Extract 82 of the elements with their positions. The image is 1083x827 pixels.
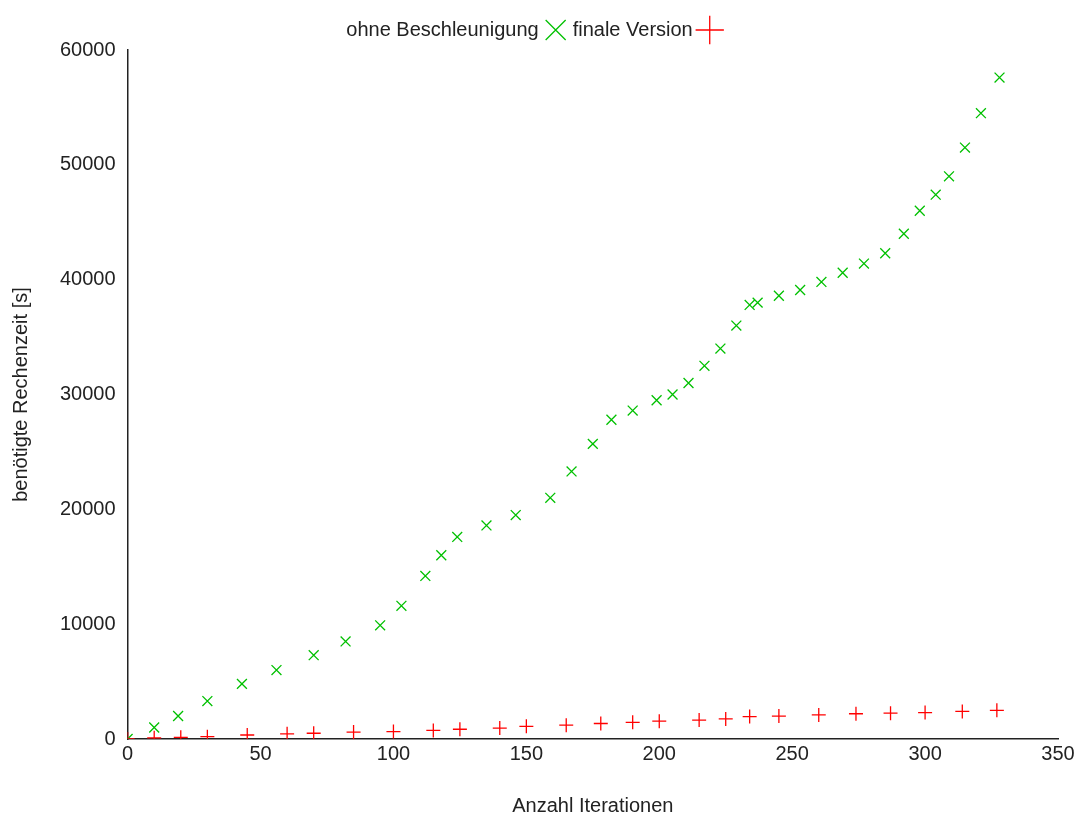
point [682,377,695,389]
point [741,708,758,725]
y-tick-label: 0 [104,726,116,749]
point [452,721,468,737]
point [270,664,283,676]
point [975,107,987,119]
point [837,267,849,279]
legend-label: finale Version [572,17,693,40]
x-tick-label: 150 [509,741,544,764]
point [691,712,707,728]
x-tick-label: 0 [122,741,134,764]
point [651,394,663,406]
point [714,342,726,355]
point [425,722,441,739]
point [374,619,386,631]
y-tick-label: 50000 [59,152,116,175]
point [993,71,1006,84]
point [858,257,870,270]
y-tick-label: 10000 [59,611,116,634]
point [879,247,891,259]
point [605,414,618,426]
point [625,714,641,730]
point [451,531,463,543]
y-tick-label: 20000 [59,496,116,519]
point [593,715,609,732]
point [395,600,408,612]
point [339,635,352,647]
point [666,388,679,401]
point [492,720,508,736]
point [954,703,970,720]
point [730,320,742,332]
x-tick-label: 200 [642,741,676,764]
point [651,713,667,729]
point [201,695,213,707]
point [773,290,785,302]
y-axis-title: benötigte Rechenzeit [s] [8,287,31,502]
point [627,404,639,417]
point [279,726,295,739]
x-tick-label: 50 [249,741,272,764]
point [794,284,806,296]
point [752,297,764,309]
point [771,708,787,724]
x-tick-label: 350 [1041,741,1075,764]
x-axis-title: Anzahl Iterationen [512,793,674,816]
y-tick-label: 60000 [59,37,116,60]
point [510,509,522,521]
point [917,704,933,721]
point [480,519,493,532]
y-tick-label: 30000 [59,382,116,405]
point [587,438,599,450]
point [239,727,255,739]
x-tick-label: 100 [376,741,411,764]
point [518,718,534,735]
x-tick-label: 250 [775,741,809,764]
point [882,705,899,721]
point [558,717,574,733]
legend-label: ohne Beschleunigung [346,17,539,40]
point [419,570,431,582]
point [930,189,942,201]
point [385,723,402,739]
y-tick-label: 40000 [59,267,116,290]
point [544,492,556,504]
point [236,678,248,690]
point [914,205,926,217]
point [308,649,320,661]
point [698,360,711,372]
point [811,707,827,723]
point [989,702,1005,718]
point [345,724,362,739]
point [848,706,864,722]
point [435,549,447,561]
point [744,299,756,311]
point [306,725,322,739]
point [898,228,910,240]
point [718,711,734,727]
point [565,465,578,478]
point [172,710,184,722]
point [943,170,955,182]
point [815,276,828,288]
point [148,721,160,734]
x-tick-label: 300 [908,741,942,764]
point [959,142,971,154]
